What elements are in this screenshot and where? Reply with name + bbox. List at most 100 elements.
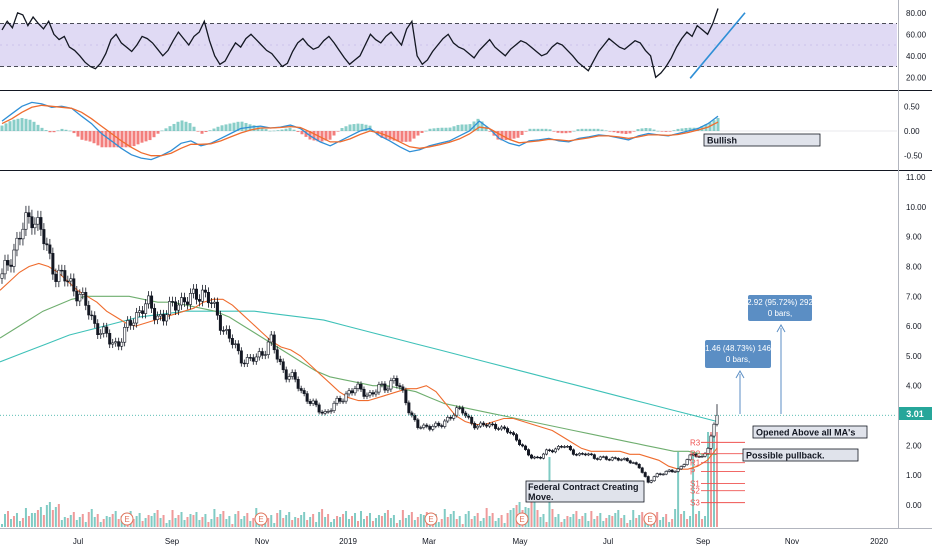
rsi-tick-label: 80.00: [906, 9, 927, 18]
macd-histogram-bar: [412, 131, 416, 139]
candle-body: [488, 423, 492, 427]
measure-callout-1: [705, 340, 771, 368]
macd-histogram-bar: [496, 131, 500, 140]
volume-bar: [30, 513, 33, 527]
macd-histogram-bar: [268, 130, 272, 132]
candle-body: [619, 459, 623, 461]
price-tick-label: 1.00: [906, 471, 922, 480]
volume-bar: [81, 514, 84, 527]
candle-body: [60, 269, 64, 272]
volume-bar: [252, 518, 255, 527]
candle-body: [138, 310, 142, 313]
pivot-label: S2: [690, 487, 700, 496]
candle-body: [715, 414, 719, 425]
volume-bar: [168, 520, 171, 527]
macd-histogram-bar: [476, 118, 480, 131]
volume-bar: [15, 513, 18, 527]
macd-histogram-bar: [460, 124, 464, 131]
macd-histogram-bar: [616, 131, 620, 134]
macd-histogram-bar: [648, 128, 652, 131]
candle-body: [99, 333, 103, 335]
candle-body: [159, 314, 163, 317]
macd-histogram-bar: [408, 131, 412, 142]
macd-histogram-bar: [356, 123, 360, 131]
candle-body: [353, 388, 357, 394]
volume-bar: [641, 512, 644, 527]
volume-bar: [605, 518, 608, 527]
volume-bar: [105, 516, 108, 527]
candle-body: [33, 223, 37, 229]
candle-body: [314, 400, 318, 406]
macd-histogram-bar: [152, 131, 156, 138]
candle-body: [93, 315, 97, 324]
volume-bar: [578, 519, 581, 527]
candle-body: [245, 357, 249, 364]
macd-histogram-bar: [712, 120, 716, 131]
candle-body: [156, 315, 160, 320]
candle-body: [320, 411, 324, 414]
volume-bar: [497, 518, 500, 527]
candle-body: [84, 292, 88, 306]
candle-body: [188, 293, 192, 305]
candle-body: [428, 426, 432, 430]
candle-body: [114, 341, 118, 344]
macd-histogram-bar: [252, 125, 256, 131]
volume-bar: [401, 510, 404, 527]
candle-body: [203, 289, 207, 293]
macd-histogram-bar: [444, 127, 448, 131]
candle-body: [634, 462, 638, 465]
earnings-marker-label: E: [519, 515, 524, 524]
candle-body: [209, 302, 213, 304]
volume-bar: [395, 523, 398, 527]
candle-body: [601, 456, 605, 458]
volume-bar: [446, 517, 449, 527]
volume-bar: [584, 513, 587, 527]
volume-bar: [183, 520, 186, 527]
macd-histogram-bar: [224, 124, 228, 131]
candle-body: [625, 458, 629, 462]
earnings-marker: [643, 512, 657, 526]
candle-body: [688, 454, 692, 460]
volume-bar: [494, 521, 497, 527]
candle-body: [323, 411, 327, 414]
volume-bar: [488, 516, 491, 527]
candle-body: [583, 453, 587, 456]
candle-body: [338, 397, 342, 402]
macd-histogram-bar: [276, 130, 280, 131]
candle-body: [332, 402, 336, 411]
candle-body: [233, 343, 237, 345]
macd-histogram-bar: [8, 121, 12, 131]
candle-body: [380, 383, 384, 386]
volume-bar: [357, 521, 360, 527]
candle-body: [706, 448, 710, 454]
candle-body: [473, 423, 477, 429]
candle-body: [162, 314, 166, 322]
macd-histogram-bar: [560, 131, 564, 134]
macd-histogram-bar: [328, 131, 332, 140]
candle-body: [6, 260, 10, 266]
volume-bar: [234, 514, 237, 527]
candle-body: [278, 358, 282, 363]
volume-bar: [321, 509, 324, 527]
volume-bar: [351, 516, 354, 527]
macd-panel[interactable]: 0.50 0.00 -0.50 Bullish: [0, 101, 923, 161]
volume-bar: [306, 520, 309, 527]
volume-bar: [147, 515, 150, 527]
candle-body: [12, 249, 16, 267]
candle-body: [667, 469, 671, 472]
candle-body: [153, 307, 157, 320]
candle-body: [565, 446, 569, 448]
volume-bar: [264, 521, 267, 527]
rsi-axis: 80.00 60.00 40.00 20.00: [906, 9, 927, 83]
rsi-panel[interactable]: 80.00 60.00 40.00 20.00: [0, 8, 927, 83]
macd-histogram-bar: [612, 131, 616, 133]
macd-histogram-bar: [548, 129, 552, 131]
candle-body: [700, 455, 704, 458]
volume-bar: [575, 511, 578, 527]
volume-bar: [665, 514, 668, 527]
earnings-marker-label: E: [258, 515, 263, 524]
volume-bar: [467, 511, 470, 527]
